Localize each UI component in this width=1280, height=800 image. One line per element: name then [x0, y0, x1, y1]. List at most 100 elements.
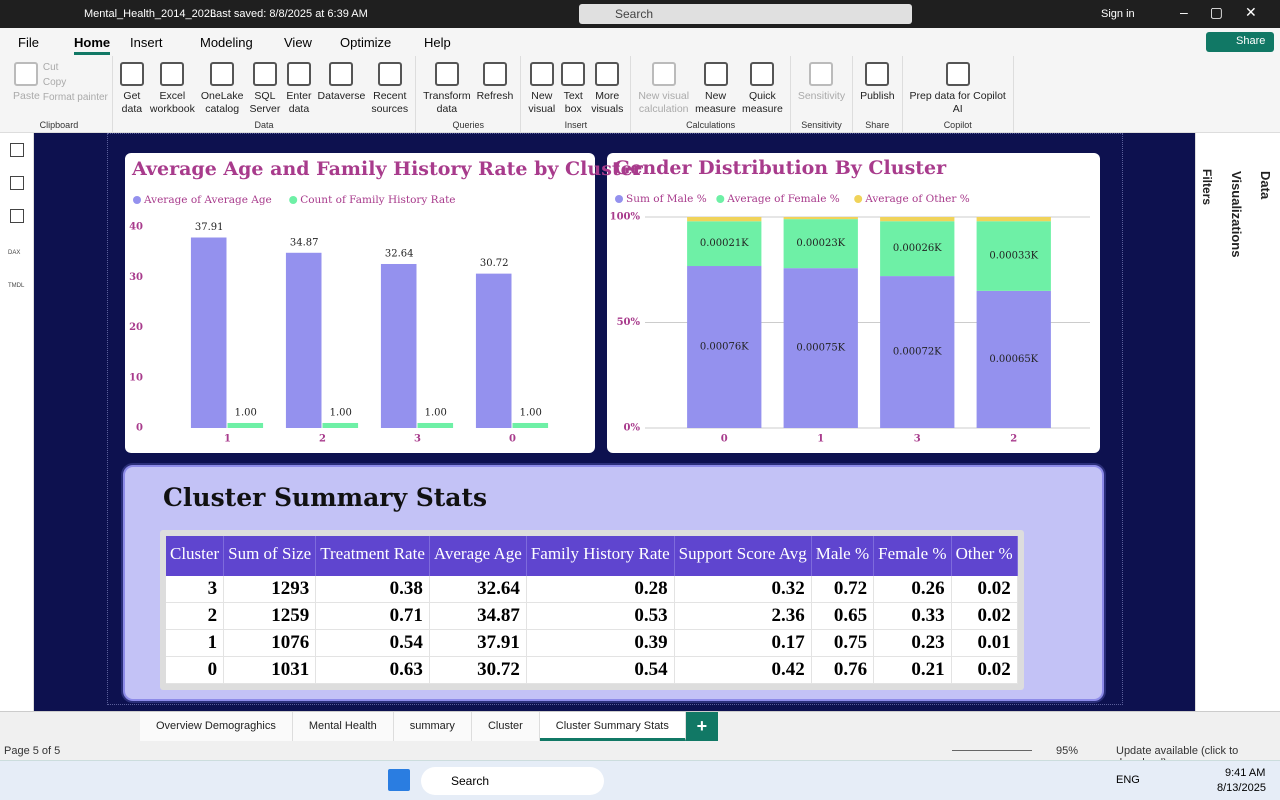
button-label: New visual — [528, 90, 556, 115]
page-tab[interactable]: Overview Demograghics — [140, 712, 293, 741]
menu-tab[interactable]: Optimize — [340, 35, 392, 50]
page-tab[interactable]: Cluster Summary Stats — [539, 712, 686, 741]
table-cell: 0.71 — [315, 602, 430, 630]
column-header[interactable]: Family History Rate — [526, 536, 675, 576]
pane-toggle[interactable]: Data — [1258, 171, 1273, 200]
menu-tab[interactable]: Insert — [130, 35, 163, 50]
page-tabs: Overview Demograghics Mental Health summar… — [0, 711, 1280, 741]
last-saved[interactable]: Last saved: 8/8/2025 at 6:39 AM — [210, 8, 368, 20]
view-icon-label[interactable]: DAX — [8, 250, 21, 256]
table-cell: 1 — [166, 629, 225, 657]
ribbon-button[interactable]: OneLake catalog — [198, 60, 247, 116]
file-name[interactable]: Mental_Health_2014_2023 — [84, 8, 217, 20]
table-cell: 0.38 — [315, 576, 430, 603]
menu-tab[interactable]: View — [284, 35, 312, 50]
ribbon-button[interactable]: Get data — [117, 60, 147, 116]
button-icon — [329, 62, 354, 86]
group-label: Sensitivity — [801, 120, 842, 130]
view-icon[interactable] — [10, 143, 24, 157]
zoom-slider[interactable] — [952, 750, 1032, 751]
pane-toggle[interactable]: Visualizations — [1229, 171, 1244, 258]
column-header[interactable]: Treatment Rate — [315, 536, 430, 576]
button-icon — [865, 62, 890, 86]
ribbon-button[interactable]: Text box — [558, 60, 588, 116]
column-header[interactable]: Cluster — [166, 536, 225, 576]
ribbon-button[interactable]: New measure — [692, 60, 739, 116]
ribbon-button[interactable]: SQL Server — [246, 60, 283, 116]
page-tab[interactable]: Cluster — [471, 712, 540, 741]
group-label: Calculations — [686, 120, 736, 130]
column-header[interactable]: Support Score Avg — [674, 536, 812, 576]
table-cell: 0.28 — [526, 576, 675, 603]
ribbon-button[interactable]: Transform data — [420, 60, 473, 116]
ribbon-button[interactable]: Enter data — [283, 60, 314, 116]
view-icon[interactable] — [10, 176, 24, 190]
ribbon-group: Publish Share — [853, 56, 903, 132]
table-row: 3 1293 0.38 32.64 0.28 0.32 0.72 0.26 0.02 — [166, 576, 1018, 603]
column-header[interactable]: Average Age — [429, 536, 527, 576]
language[interactable]: ENG — [1116, 774, 1140, 786]
table-cell: 30.72 — [429, 656, 527, 684]
pane-toggle[interactable]: Filters — [1200, 169, 1214, 206]
search-box[interactable]: Search — [579, 4, 912, 24]
menu-tab[interactable]: Help — [424, 35, 451, 50]
ribbon-button[interactable]: Cut — [42, 62, 59, 73]
ribbon-button[interactable]: Excel workbook — [147, 60, 198, 116]
clock-time[interactable]: 9:41 AM — [1225, 767, 1266, 779]
button-icon — [286, 62, 311, 86]
add-page[interactable]: + — [685, 712, 718, 741]
page-tab[interactable]: summary — [393, 712, 472, 741]
ribbon-button[interactable]: New visual calculation — [635, 60, 692, 116]
ribbon-button[interactable]: Recent sources — [368, 60, 411, 116]
menu-tab[interactable]: Modeling — [200, 35, 253, 50]
share-button[interactable]: Share — [1206, 32, 1274, 52]
ribbon-button[interactable]: Copy — [42, 77, 67, 88]
view-icon-label[interactable]: TMDL — [8, 283, 25, 289]
summary-table: Cluster Sum of Size Treatment Rate Average … — [166, 536, 1018, 684]
report-canvas: Cluster Summary Stats Cluster Sum of Size… — [34, 133, 1195, 711]
ribbon-button[interactable]: More visuals — [588, 60, 626, 116]
ribbon-button[interactable]: Publish — [857, 60, 897, 103]
table-cell: 0.76 — [811, 656, 875, 684]
ribbon-button[interactable]: New visual — [525, 60, 558, 116]
button-label: New visual calculation — [638, 90, 690, 115]
page-tab[interactable]: Mental Health — [292, 712, 394, 741]
taskbar-search[interactable]: Search — [421, 767, 604, 795]
button-icon — [945, 62, 970, 86]
button-label: Publish — [860, 90, 895, 102]
menu-tab[interactable]: File — [18, 35, 39, 50]
button-label: Recent sources — [371, 90, 409, 115]
column-header[interactable]: Sum of Size — [223, 536, 317, 576]
button-icon — [561, 62, 586, 86]
button-label: New measure — [695, 90, 736, 115]
table-title: Cluster Summary Stats — [163, 483, 488, 512]
column-header[interactable]: Other % — [951, 536, 1018, 576]
clock-date[interactable]: 8/13/2025 — [1217, 782, 1266, 794]
window-controls[interactable]: –▢✕ — [1180, 4, 1279, 20]
table-card: Cluster Summary Stats Cluster Sum of Size… — [123, 465, 1104, 701]
ribbon-button[interactable]: Quick measure — [739, 60, 786, 116]
table-cell: 3 — [166, 576, 225, 603]
ribbon-button[interactable]: Sensitivity — [795, 60, 848, 103]
button-label: Prep data for Copilot AI — [909, 90, 1006, 115]
button-label: Get data — [121, 90, 143, 115]
table-cell: 1293 — [223, 576, 317, 603]
sign-in[interactable]: Sign in — [1101, 8, 1135, 20]
ribbon-button[interactable]: Paste — [10, 60, 43, 103]
page-frame — [107, 133, 1123, 705]
menu-tab[interactable]: Home — [74, 35, 111, 55]
start-button[interactable] — [388, 769, 410, 791]
ribbon-button[interactable]: Dataverse — [315, 60, 369, 103]
ribbon-group: New visual calculation New measure Quick m… — [631, 56, 791, 132]
table-row: 0 1031 0.63 30.72 0.54 0.42 0.76 0.21 0.02 — [166, 656, 1018, 684]
column-header[interactable]: Female % — [873, 536, 952, 576]
ribbon-button[interactable]: Prep data for Copilot AI — [907, 60, 1009, 116]
button-icon — [750, 62, 775, 86]
zoom-level[interactable]: 95% — [1056, 745, 1079, 757]
ribbon-button[interactable]: Refresh — [474, 60, 517, 103]
button-icon — [529, 62, 554, 86]
chart-card — [125, 153, 595, 453]
view-icon[interactable] — [10, 209, 24, 223]
ribbon-button[interactable]: Format painter — [42, 92, 108, 103]
column-header[interactable]: Male % — [811, 536, 875, 576]
